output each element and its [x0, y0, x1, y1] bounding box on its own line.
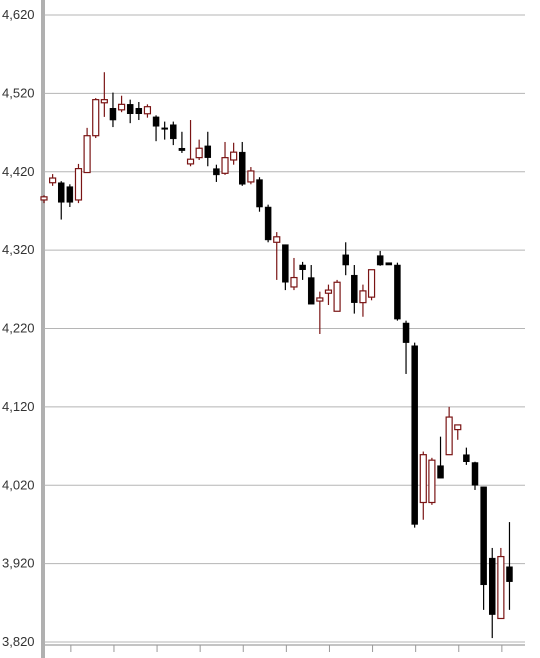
- candle-body: [316, 297, 324, 302]
- candle-body: [57, 182, 65, 203]
- candle-body: [74, 168, 83, 201]
- candle-body: [411, 345, 418, 525]
- candle-body: [256, 179, 263, 208]
- candle-body: [143, 106, 152, 115]
- y-tick-label: 4,220: [2, 321, 35, 336]
- y-tick-label: 4,120: [2, 399, 35, 414]
- candle-body: [273, 236, 281, 243]
- candle-body: [135, 108, 143, 115]
- candle-body: [445, 416, 453, 456]
- candle-body: [488, 557, 496, 615]
- candle-body: [342, 254, 349, 266]
- candle-body: [170, 124, 177, 140]
- candle-body: [290, 276, 298, 288]
- candle-body: [247, 170, 255, 183]
- candle-body: [213, 168, 220, 176]
- candle-body: [299, 264, 306, 270]
- candle-body: [100, 99, 108, 104]
- candle-body: [40, 196, 48, 201]
- candle-body: [195, 147, 203, 159]
- candle-body: [428, 459, 436, 504]
- candle-body: [264, 206, 272, 241]
- candle-body: [282, 244, 289, 283]
- candle-body: [359, 290, 367, 304]
- candle-body: [307, 277, 315, 305]
- candle-body: [454, 424, 462, 431]
- candle-body: [394, 264, 401, 320]
- y-tick-label: 4,020: [2, 477, 35, 492]
- candle-body: [178, 147, 186, 151]
- y-tick-label: 4,320: [2, 242, 35, 257]
- candle-body: [117, 103, 126, 111]
- candle-body: [385, 262, 393, 266]
- candle-body: [419, 454, 427, 504]
- candle-body: [367, 269, 376, 298]
- candle-body: [480, 486, 487, 586]
- candle-body: [126, 104, 134, 115]
- candle-body: [161, 127, 168, 130]
- candle-body: [376, 255, 384, 266]
- y-tick-label: 4,620: [2, 7, 35, 22]
- candle-body: [333, 281, 341, 312]
- candle-body: [83, 135, 91, 174]
- candle-body: [221, 157, 229, 174]
- y-tick-label: 3,920: [2, 556, 35, 571]
- candle-body: [49, 177, 57, 184]
- candle-body: [186, 158, 195, 165]
- candle-body: [506, 566, 513, 582]
- candle-body: [402, 322, 410, 343]
- candle-body: [437, 465, 444, 479]
- y-tick-label: 4,520: [2, 85, 35, 100]
- y-tick-label: 3,820: [2, 634, 35, 649]
- candle-body: [109, 108, 117, 121]
- candle-body: [204, 145, 212, 158]
- candle-body: [239, 151, 246, 185]
- y-tick-label: 4,420: [2, 164, 35, 179]
- candle-body: [230, 151, 238, 161]
- candle-body: [152, 116, 160, 127]
- candle-body: [324, 289, 333, 294]
- candle-body: [497, 555, 505, 620]
- candle-body: [92, 99, 100, 137]
- candle-body: [66, 186, 74, 203]
- candle-body: [471, 462, 479, 486]
- candle-body: [463, 454, 470, 462]
- candle-body: [351, 274, 358, 303]
